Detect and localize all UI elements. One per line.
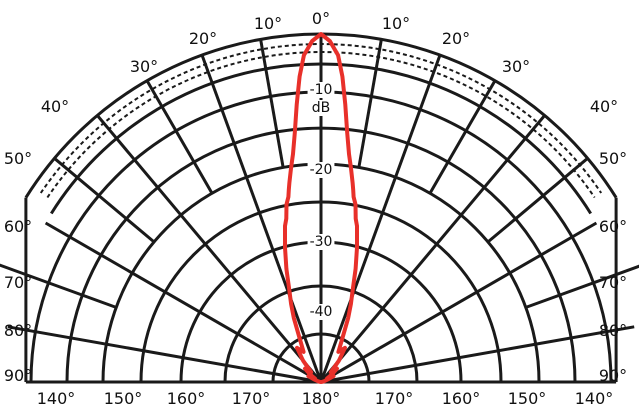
grid-spoke-20 (319, 54, 442, 383)
dashed-circle-1 (46, 51, 596, 199)
angle-label-right-30: 30° (502, 57, 530, 76)
angle-label-left-40: 40° (41, 97, 69, 116)
grid-minor-spoke--70 (0, 263, 117, 309)
angle-label-left-10: 10° (254, 14, 282, 33)
radial-label-minus-20: -20 (310, 162, 333, 178)
angle-label-bottom-left-160: 160° (167, 389, 206, 408)
angle-label-left-50: 50° (4, 149, 32, 168)
angle-label-bottom-left-150: 150° (104, 389, 143, 408)
radial-label-minus-40: -40 (310, 304, 333, 320)
grid-minor-spoke--10 (259, 39, 285, 168)
angle-label-right-60: 60° (599, 217, 627, 236)
angle-label-bottom-right-140: 140° (575, 389, 614, 408)
angle-label-left-90: 90° (4, 366, 32, 385)
angle-label-right-50: 50° (599, 149, 627, 168)
angle-label-left-20: 20° (189, 29, 217, 48)
grid-minor-spoke-70 (525, 264, 639, 309)
angle-label-bottom-180: 180° (302, 389, 341, 408)
chart-labels: 0° 10° 10° 20° 20° 30° 30° 40° 40° 50° 5… (4, 9, 627, 408)
grid-spoke-40 (319, 114, 546, 383)
radial-unit-label: dB (312, 100, 331, 116)
radial-label-minus-30: -30 (310, 234, 333, 250)
radial-label-minus-10: -10 (310, 82, 333, 98)
angle-label-right-70: 70° (599, 273, 627, 292)
angle-label-bottom-right-150: 150° (508, 389, 547, 408)
radiation-pattern (283, 32, 359, 384)
angle-label-bottom-right-170: 170° (375, 389, 414, 408)
angle-label-left-60: 60° (4, 217, 32, 236)
angle-label-right-40: 40° (590, 97, 618, 116)
angle-label-right-80: 80° (599, 321, 627, 340)
grid-spoke--60 (44, 221, 322, 384)
angle-label-bottom-left-170: 170° (232, 389, 271, 408)
pattern-curve (283, 32, 359, 384)
grid-spoke-80 (320, 325, 635, 384)
angle-label-left-70: 70° (4, 273, 32, 292)
dashed-circle-2 (39, 43, 603, 194)
grid-minor-spoke--50 (53, 157, 155, 244)
grid-spoke--40 (96, 114, 323, 383)
angle-label-right-10: 10° (382, 14, 410, 33)
polar-grid (0, 32, 639, 384)
grid-spoke-60 (320, 221, 598, 384)
grid-minor-spoke-50 (487, 157, 589, 244)
radial-label-bg (309, 100, 333, 116)
grid-minor-spoke-10 (357, 39, 383, 168)
radial-label-bg (307, 234, 335, 250)
angle-label-left-80: 80° (4, 321, 32, 340)
angle-label-right-90: 90° (599, 366, 627, 385)
angle-label-bottom-right-160: 160° (442, 389, 481, 408)
radial-label-bg (307, 162, 335, 178)
dashed-level-circles (39, 43, 603, 199)
grid-spoke--20 (200, 54, 323, 383)
angle-label-0: 0° (312, 9, 330, 28)
angle-label-bottom-left-140: 140° (37, 389, 76, 408)
radial-label-bg (307, 82, 335, 98)
angle-label-left-30: 30° (130, 57, 158, 76)
grid-minor-spoke--30 (145, 79, 214, 194)
grid-spoke--80 (7, 325, 322, 384)
grid-minor-spoke-30 (428, 79, 497, 194)
radial-label-bg (307, 304, 335, 320)
angle-label-right-20: 20° (442, 29, 470, 48)
